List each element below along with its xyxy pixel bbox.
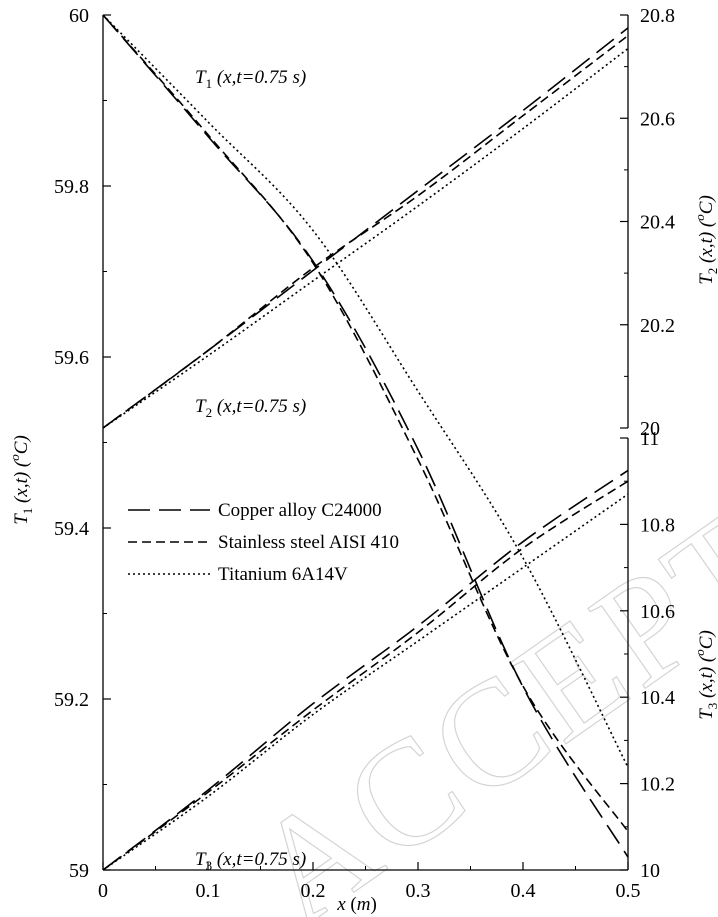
legend-label-titanium: Titanium 6A14V — [218, 564, 348, 585]
left-y-tick-label: 59.8 — [54, 176, 89, 198]
x-tick-label: 0 — [98, 880, 108, 902]
legend-label-copper: Copper alloy C24000 — [218, 500, 382, 521]
right-bottom-y-tick-label: 10.4 — [640, 687, 675, 709]
series-line-steel-t3 — [102, 480, 629, 871]
x-tick-label: 0.5 — [616, 880, 641, 902]
right-top-y-tick-label: 20 — [640, 418, 660, 440]
annotation-t2: T2 (x,t=0.75 s) — [195, 396, 306, 420]
left-y-tick-label: 59 — [69, 860, 89, 882]
left-y-axis-title: T1 (x,t) (oC) — [7, 435, 35, 525]
right-top-y-tick-label: 20.6 — [640, 108, 675, 130]
right-bottom-y-tick-label: 10.2 — [640, 774, 675, 796]
legend: Copper alloy C24000 Stainless steel AISI… — [128, 500, 399, 585]
series-line-titanium-t2 — [102, 47, 629, 429]
series-line-copper-t3 — [102, 469, 629, 871]
series-line-copper-t1 — [102, 14, 629, 858]
x-tick-label: 0.4 — [511, 880, 536, 902]
series-line-copper-t2 — [102, 27, 629, 429]
left-y-tick-label: 60 — [69, 5, 89, 27]
left-y-tick-label: 59.2 — [54, 689, 89, 711]
x-axis-title: x (m) — [336, 894, 377, 915]
right-top-y-tick-label: 20.4 — [640, 212, 675, 234]
right-bottom-y-tick-label: 10.8 — [640, 514, 675, 536]
left-y-tick-label: 59.4 — [54, 518, 89, 540]
left-y-tick-label: 59.6 — [54, 347, 89, 369]
right-bottom-y-tick-label: 10.6 — [640, 601, 675, 623]
legend-label-steel: Stainless steel AISI 410 — [218, 532, 399, 553]
right-bottom-y-tick-label: 10 — [640, 860, 660, 882]
series-line-steel-t2 — [102, 35, 629, 429]
x-tick-label: 0.3 — [406, 880, 431, 902]
right-bottom-y-axis-title: T3 (x,t) (oC) — [692, 630, 718, 720]
series-line-steel-t1 — [102, 14, 629, 832]
series-layer — [102, 14, 629, 871]
right-top-y-tick-label: 20.2 — [640, 315, 675, 337]
right-top-y-tick-label: 20.8 — [640, 5, 675, 27]
ticks-layer: 0 0.1 0.2 0.3 0.4 0.5 59 59.2 59.4 59.6 59.8 60 20 20… — [54, 5, 675, 902]
x-tick-label: 0.2 — [301, 880, 326, 902]
x-tick-label: 0.1 — [196, 880, 221, 902]
right-bottom-y-tick-label: 11 — [640, 428, 659, 450]
right-top-y-axis-title: T2 (x,t) (oC) — [692, 195, 718, 285]
annotation-t1: T1 (x,t=0.75 s) — [195, 67, 306, 91]
annotation-t3: T3 (x,t=0.75 s) — [195, 849, 306, 873]
series-line-titanium-t3 — [102, 493, 629, 871]
